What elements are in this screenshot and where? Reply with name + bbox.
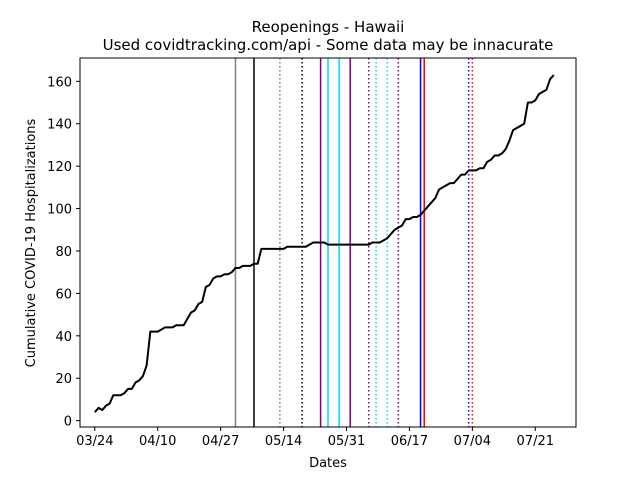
plot-frame: [79, 57, 577, 428]
x-tick-label: 07/04: [454, 434, 491, 449]
y-axis-label: Cumulative COVID-19 Hospitalizations: [24, 118, 39, 367]
y-tick-label: 100: [47, 203, 72, 218]
y-tick-label: 0: [64, 415, 72, 430]
x-tick-label: 04/10: [139, 434, 176, 449]
x-axis-label: Dates: [309, 456, 347, 471]
y-tick-label: 60: [55, 287, 72, 302]
y-tick-label: 160: [47, 75, 72, 90]
x-tick-label: 05/31: [328, 434, 365, 449]
series-line-1: [94, 74, 555, 413]
x-tick-label: 04/27: [202, 434, 239, 449]
plot-area: 03/24 04/10 04/27 05/14 05/31 06/17 07/04 07/21…: [47, 57, 577, 449]
y-tick-label: 20: [55, 372, 72, 387]
chart-subtitle: Used covidtracking.com/api - Some data m…: [103, 36, 554, 54]
y-tick-label: 140: [47, 118, 72, 133]
y-tick-label: 120: [47, 160, 72, 175]
x-tick-label: 07/21: [517, 434, 554, 449]
x-tick-label: 03/24: [76, 434, 113, 449]
chart-title: Reopenings - Hawaii: [252, 18, 405, 36]
x-tick-label: 06/17: [391, 434, 428, 449]
x-tick-label: 05/14: [265, 434, 302, 449]
y-tick-label: 80: [55, 245, 72, 260]
y-tick-label: 40: [55, 330, 72, 345]
